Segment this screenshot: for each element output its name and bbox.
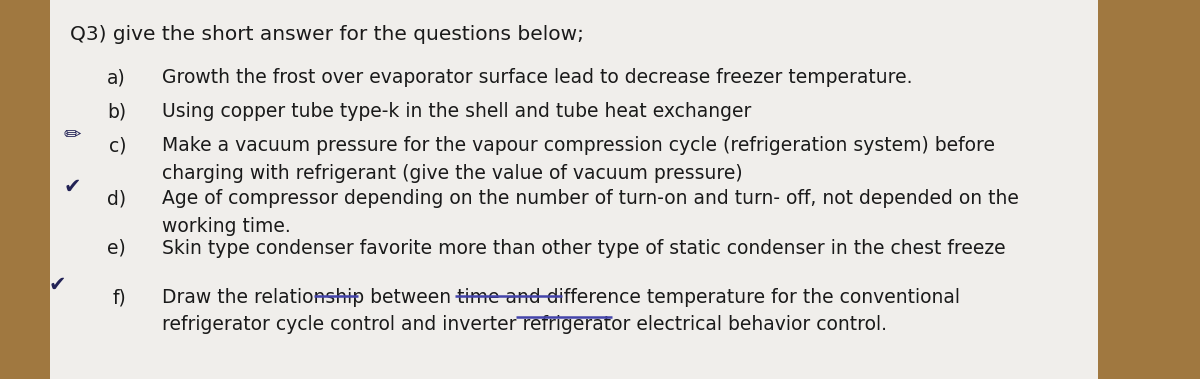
Text: Skin type condenser favorite more than other type of static condenser in the che: Skin type condenser favorite more than o… — [162, 239, 1006, 258]
Text: c): c) — [108, 136, 126, 155]
Text: b): b) — [107, 102, 126, 121]
Text: Growth the frost over evaporator surface lead to decrease freezer temperature.: Growth the frost over evaporator surface… — [162, 68, 912, 87]
Text: Age of compressor depending on the number of turn-on and turn- off, not depended: Age of compressor depending on the numbe… — [162, 190, 1019, 236]
Text: Make a vacuum pressure for the vapour compression cycle (refrigeration system) b: Make a vacuum pressure for the vapour co… — [162, 136, 995, 183]
FancyBboxPatch shape — [50, 0, 1098, 379]
Text: ✏: ✏ — [64, 125, 80, 144]
Text: e): e) — [107, 239, 126, 258]
Text: ✔: ✔ — [64, 177, 80, 196]
Text: a): a) — [107, 68, 126, 87]
Text: Q3) give the short answer for the questions below;: Q3) give the short answer for the questi… — [70, 25, 583, 44]
Text: Draw the relationship between time and difference temperature for the convention: Draw the relationship between time and d… — [162, 288, 960, 334]
Text: f): f) — [113, 288, 126, 307]
Text: d): d) — [107, 190, 126, 208]
Text: Using copper tube type-k in the shell and tube heat exchanger: Using copper tube type-k in the shell an… — [162, 102, 751, 121]
Text: ✔: ✔ — [49, 275, 66, 295]
